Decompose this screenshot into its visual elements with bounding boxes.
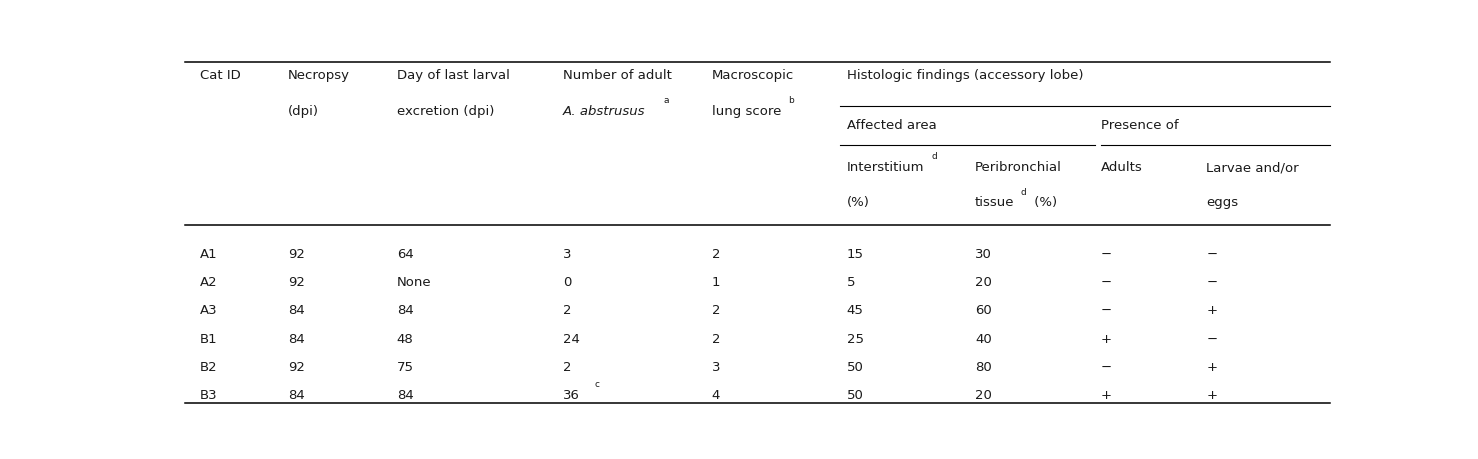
Text: 84: 84 [396,389,414,402]
Text: 84: 84 [396,304,414,317]
Text: b: b [788,96,794,105]
Text: 20: 20 [975,276,992,289]
Text: 4: 4 [712,389,720,402]
Text: Histologic findings (accessory lobe): Histologic findings (accessory lobe) [847,69,1083,82]
Text: 3: 3 [563,248,572,261]
Text: Macroscopic: Macroscopic [712,69,794,82]
Text: (%): (%) [1030,196,1057,209]
Text: 0: 0 [563,276,571,289]
Text: 92: 92 [288,248,304,261]
Text: B3: B3 [200,389,217,402]
Text: Presence of: Presence of [1101,119,1179,132]
Text: −: − [1101,276,1113,289]
Text: 36: 36 [563,389,579,402]
Text: A1: A1 [200,248,217,261]
Text: A2: A2 [200,276,217,289]
Text: −: − [1206,332,1218,346]
Text: Day of last larval: Day of last larval [396,69,510,82]
Text: 80: 80 [975,361,992,374]
Text: 1: 1 [712,276,720,289]
Text: +: + [1206,304,1218,317]
Text: −: − [1206,248,1218,261]
Text: 5: 5 [847,276,856,289]
Text: a: a [664,96,670,105]
Text: d: d [931,152,937,161]
Text: 2: 2 [712,248,720,261]
Text: +: + [1206,389,1218,402]
Text: 3: 3 [712,361,720,374]
Text: 30: 30 [975,248,992,261]
Text: lung score: lung score [712,105,780,118]
Text: Necropsy: Necropsy [288,69,350,82]
Text: 60: 60 [975,304,992,317]
Text: 50: 50 [847,389,863,402]
Text: A. abstrusus: A. abstrusus [563,105,646,118]
Text: −: − [1101,304,1113,317]
Text: 2: 2 [712,304,720,317]
Text: Number of adult: Number of adult [563,69,671,82]
Text: eggs: eggs [1206,196,1239,209]
Text: 2: 2 [712,332,720,346]
Text: Interstitium: Interstitium [847,161,924,174]
Text: B1: B1 [200,332,217,346]
Text: 24: 24 [563,332,579,346]
Text: tissue: tissue [975,196,1014,209]
Text: 48: 48 [396,332,414,346]
Text: Affected area: Affected area [847,119,937,132]
Text: 75: 75 [396,361,414,374]
Text: +: + [1101,389,1111,402]
Text: 2: 2 [563,361,572,374]
Text: 92: 92 [288,276,304,289]
Text: 84: 84 [288,332,304,346]
Text: B2: B2 [200,361,217,374]
Text: 25: 25 [847,332,863,346]
Text: 84: 84 [288,389,304,402]
Text: 84: 84 [288,304,304,317]
Text: 45: 45 [847,304,863,317]
Text: 20: 20 [975,389,992,402]
Text: None: None [396,276,432,289]
Text: 64: 64 [396,248,414,261]
Text: 15: 15 [847,248,863,261]
Text: Peribronchial: Peribronchial [975,161,1063,174]
Text: +: + [1206,361,1218,374]
Text: 40: 40 [975,332,992,346]
Text: c: c [594,380,600,389]
Text: Cat ID: Cat ID [200,69,241,82]
Text: +: + [1101,332,1111,346]
Text: (%): (%) [847,196,869,209]
Text: −: − [1101,361,1113,374]
Text: excretion (dpi): excretion (dpi) [396,105,494,118]
Text: 50: 50 [847,361,863,374]
Text: Larvae and/or: Larvae and/or [1206,161,1299,174]
Text: Adults: Adults [1101,161,1142,174]
Text: A3: A3 [200,304,217,317]
Text: 92: 92 [288,361,304,374]
Text: −: − [1206,276,1218,289]
Text: −: − [1101,248,1113,261]
Text: (dpi): (dpi) [288,105,319,118]
Text: d: d [1021,188,1027,196]
Text: 2: 2 [563,304,572,317]
